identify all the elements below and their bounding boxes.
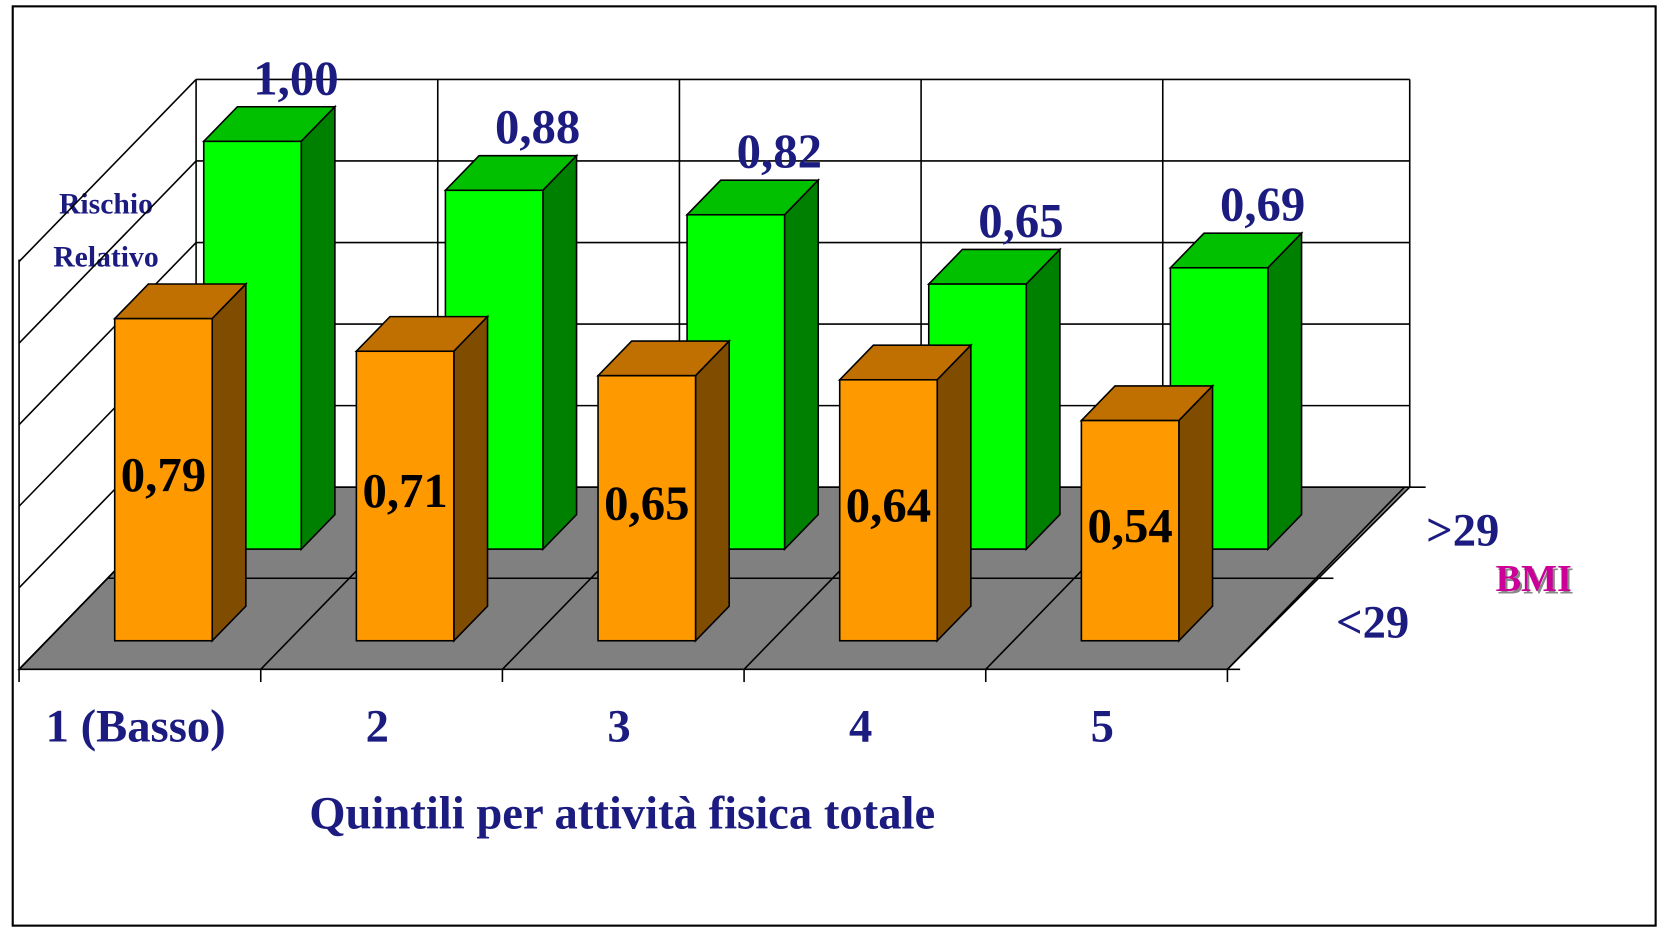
data-label: 0,65 bbox=[978, 194, 1063, 248]
bar bbox=[838, 378, 939, 642]
x-tick-label: 2 bbox=[366, 700, 389, 752]
bar-side bbox=[694, 339, 730, 643]
grid-line bbox=[18, 78, 197, 263]
bar-side bbox=[1178, 383, 1214, 643]
bar-side bbox=[1025, 247, 1061, 552]
grid-line bbox=[18, 160, 197, 344]
bar bbox=[1080, 419, 1180, 642]
bar-side bbox=[783, 178, 820, 552]
legend-label: >29 bbox=[1426, 505, 1499, 557]
bar-side bbox=[1267, 231, 1303, 552]
x-tick-label: 5 bbox=[1091, 700, 1114, 752]
x-axis-label: Quintili per attività fisica totale bbox=[309, 787, 935, 839]
bar-side bbox=[453, 314, 489, 643]
data-label: 0,65 bbox=[604, 476, 689, 530]
y-axis-label: Rischio bbox=[59, 188, 153, 220]
bar bbox=[113, 317, 214, 642]
data-label: 0,88 bbox=[495, 100, 580, 154]
bar bbox=[597, 374, 697, 642]
bar-side bbox=[211, 282, 247, 643]
data-label: 0,79 bbox=[121, 448, 206, 502]
data-label: 0,54 bbox=[1087, 499, 1172, 553]
x-tick-label: 4 bbox=[849, 700, 872, 752]
legend-title-shadow: BMI bbox=[1498, 560, 1574, 602]
floor-divider bbox=[1226, 486, 1406, 670]
y-axis-label: Relativo bbox=[53, 241, 158, 273]
x-tick-label: 3 bbox=[607, 700, 630, 752]
legend-label: <29 bbox=[1336, 597, 1409, 649]
legend-title: BMI bbox=[1496, 558, 1572, 600]
data-label: 0,71 bbox=[362, 464, 447, 518]
bar-side bbox=[300, 104, 336, 552]
grid-line bbox=[18, 241, 197, 426]
x-tick-label: 1 (Basso) bbox=[46, 700, 226, 752]
bar bbox=[355, 350, 455, 642]
bar-side bbox=[936, 343, 972, 643]
data-label: 0,64 bbox=[846, 478, 931, 532]
data-label: 1,00 bbox=[253, 51, 338, 105]
bar-side bbox=[542, 153, 578, 552]
data-label: 0,69 bbox=[1220, 178, 1305, 232]
data-label: 0,82 bbox=[737, 125, 822, 179]
